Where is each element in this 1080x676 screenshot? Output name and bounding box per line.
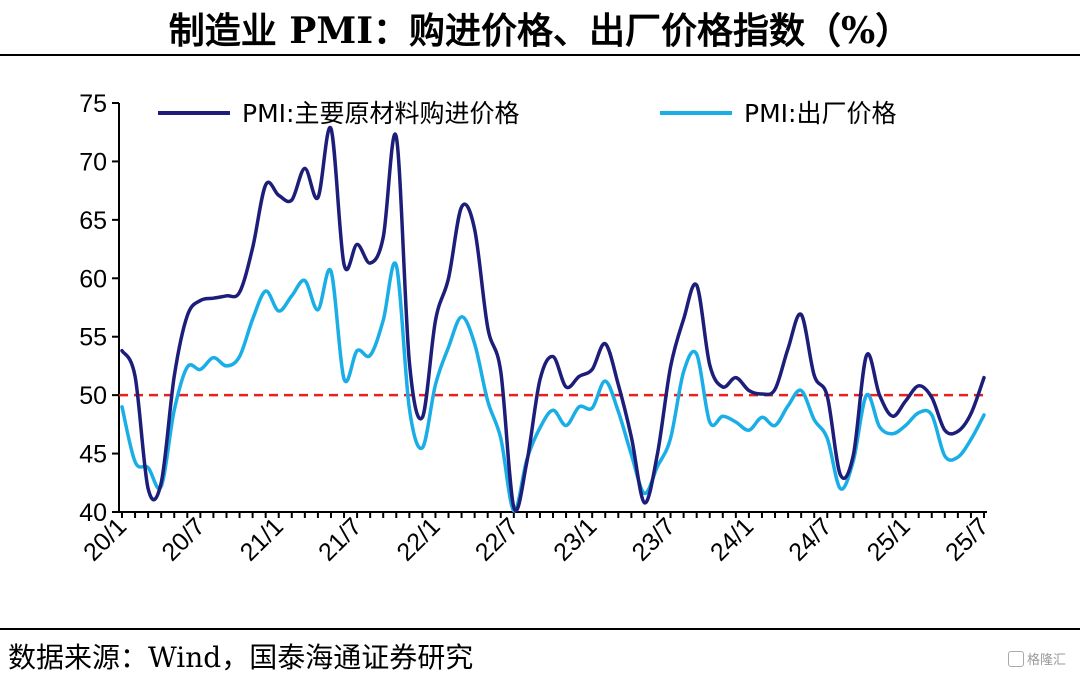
- watermark-logo-icon: [1007, 650, 1024, 667]
- series-line-output-price: [120, 261, 986, 513]
- x-tick-label: 22/1: [391, 512, 445, 566]
- chart-title: 制造业 PMI：购进价格、出厂价格指数（%）: [168, 10, 912, 52]
- y-tick-label: 70: [79, 148, 107, 176]
- source-divider: [0, 628, 1080, 630]
- watermark-text: 格隆汇: [1026, 653, 1066, 668]
- x-tick-label: 25/1: [862, 512, 916, 566]
- x-tick-label: 23/1: [548, 512, 602, 566]
- x-tick-label: 21/1: [235, 512, 289, 566]
- x-tick-label: 22/7: [470, 512, 524, 566]
- series-line-input-price: [120, 126, 986, 513]
- y-tick-label: 45: [79, 441, 107, 469]
- chart-series: [120, 126, 986, 513]
- x-tick-label: 25/7: [940, 512, 994, 566]
- y-tick-label: 50: [79, 382, 107, 410]
- legend-label: PMI:主要原材料购进价格: [242, 99, 519, 128]
- legend-label: PMI:出厂价格: [744, 99, 896, 128]
- y-tick-label: 65: [79, 207, 107, 235]
- y-tick-label: 75: [79, 90, 107, 118]
- x-tick-label: 20/7: [156, 512, 210, 566]
- x-tick-label: 24/1: [705, 512, 759, 566]
- x-tick-label: 24/7: [783, 512, 837, 566]
- y-tick-label: 60: [79, 265, 107, 293]
- y-tick-label: 55: [79, 324, 107, 352]
- x-tick-label: 21/7: [313, 512, 367, 566]
- chart-legend: PMI:主要原材料购进价格 PMI:出厂价格: [158, 99, 896, 128]
- watermark: 格隆汇: [1007, 649, 1066, 668]
- source-note: 数据来源：Wind，国泰海通证券研究: [8, 641, 474, 674]
- y-tick-label: 40: [79, 499, 107, 527]
- title-divider: [0, 54, 1080, 56]
- x-tick-label: 23/7: [627, 512, 681, 566]
